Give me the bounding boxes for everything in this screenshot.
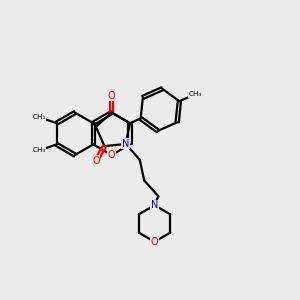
Text: N: N	[122, 139, 129, 149]
Text: CH₃: CH₃	[33, 147, 46, 153]
Text: O: O	[92, 156, 100, 166]
Text: O: O	[108, 91, 116, 100]
Text: O: O	[108, 150, 116, 160]
Text: CH₃: CH₃	[33, 114, 46, 120]
Text: O: O	[151, 237, 158, 247]
Text: N: N	[151, 200, 158, 210]
Text: CH₃: CH₃	[188, 91, 202, 97]
